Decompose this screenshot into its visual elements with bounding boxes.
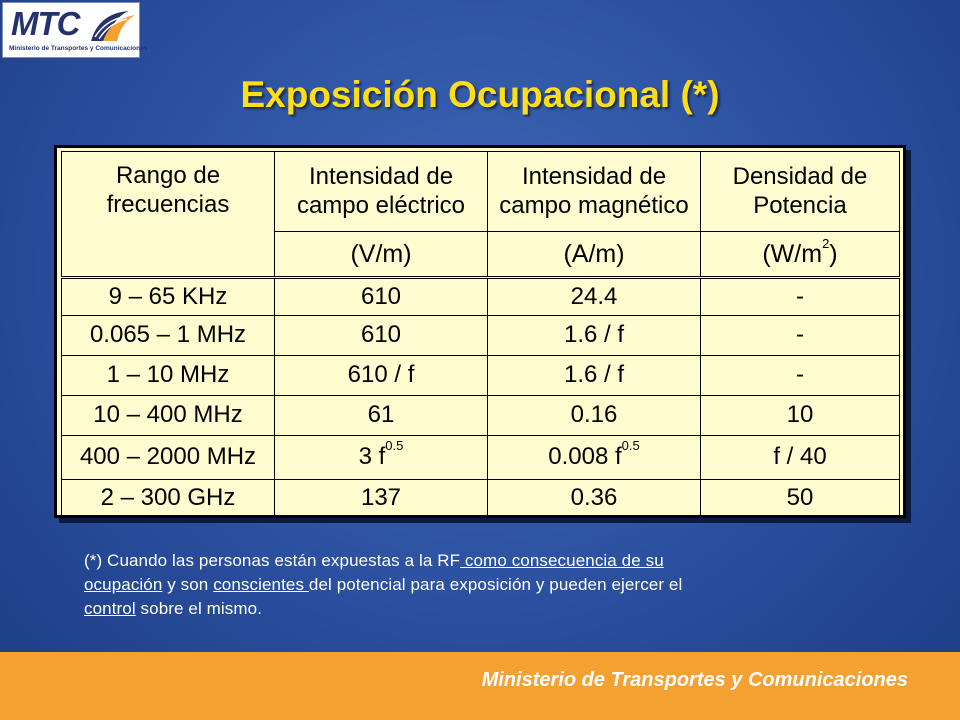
table-row: 0.065 – 1 MHz 610 1.6 / f - [61,315,900,356]
mtc-logo: MTC Ministerio de Transportes y Comunica… [2,2,148,58]
note-text-1: (*) Cuando las personas están expuestas … [84,551,461,570]
units-row: (V/m) (A/m) (W/m2) [62,231,900,278]
header-electric-line2: campo eléctrico [296,191,466,219]
header-magnetic-line2: campo magnético [499,191,689,219]
page-title: Exposición Ocupacional (*) [240,74,720,115]
note-underline-2: ocupación [84,575,163,594]
unit-electric: (V/m) [274,231,488,278]
cell-electric-base: 3 f [358,443,386,471]
cell-range: 400 – 2000 MHz [61,435,275,480]
table-row: 1 – 10 MHz 610 / f 1.6 / f - [61,355,900,396]
table-row: 2 – 300 GHz 137 0.36 50 [61,479,900,518]
cell-electric: 610 [274,315,488,356]
header-electric-line1: Intensidad de [308,162,454,190]
cell-density: 10 [700,395,900,436]
note-underline-4: control [84,599,136,618]
header-frequency-line1: Rango de [115,162,221,189]
cell-magnetic: 0.16 [487,395,701,436]
cell-electric: 3 f0.5 [274,435,488,480]
cell-range: 10 – 400 MHz [61,395,275,436]
logo-text: MTC [11,5,80,42]
exposure-table-frame: Rango de frecuencias Intensidad de campo… [54,145,906,518]
cell-magnetic: 1.6 / f [487,355,701,396]
note-text-2: y son [162,575,214,594]
note-text-4: sobre el mismo. [135,599,263,618]
header-density-line1: Densidad de [732,162,868,190]
cell-range: 2 – 300 GHz [61,479,275,518]
header-electric-field: Intensidad de campo eléctrico [274,151,488,232]
cell-range: 0.065 – 1 MHz [61,315,275,356]
footnote: (*) Cuando las personas están expuestas … [84,549,934,621]
footer-text: Ministerio de Transportes y Comunicacion… [481,669,908,691]
cell-range: 1 – 10 MHz [61,355,275,396]
note-underline-3: conscientes [213,575,309,594]
cell-density: - [700,315,900,356]
cell-magnetic: 1.6 / f [487,315,701,356]
cell-density: - [700,355,900,396]
unit-density-exp: 2 [822,236,830,251]
logo-subtitle: Ministerio de Transportes y Comunicacion… [9,45,148,52]
header-frequency-range: Rango de frecuencias [61,151,275,278]
cell-range: 9 – 65 KHz [61,276,275,316]
cell-electric-exp: 0.5 [385,438,404,454]
cell-density: f / 40 [700,435,900,480]
header-density-line2: Potencia [753,191,847,219]
cell-magnetic-exp: 0.5 [621,438,640,454]
cell-magnetic: 0.36 [487,479,701,518]
cell-magnetic: 24.4 [487,276,701,316]
unit-density-close: ) [829,240,838,268]
table-row: 9 – 65 KHz 610 24.4 - [61,276,900,316]
note-underline-1: como consecuencia de su [460,551,664,570]
unit-magnetic: (A/m) [487,231,701,278]
cell-density: - [700,276,900,316]
cell-density: 50 [700,479,900,518]
header-magnetic-line1: Intensidad de [521,162,667,190]
footer-bar: Ministerio de Transportes y Comunicacion… [0,652,960,720]
header-frequency-line2: frecuencias [106,190,230,218]
cell-electric: 61 [274,395,488,436]
note-text-3: del potencial para exposición y pueden e… [308,575,683,594]
header-magnetic-field: Intensidad de campo magnético [487,151,701,232]
cell-magnetic-base: 0.008 f [548,443,622,471]
unit-density: (W/m2) [700,231,900,278]
exposure-table: Rango de frecuencias Intensidad de campo… [61,151,900,518]
unit-density-base: (W/m [762,240,823,268]
cell-magnetic: 0.008 f0.5 [487,435,701,480]
cell-electric: 610 [274,276,488,316]
header-row: Rango de frecuencias Intensidad de campo… [61,151,900,278]
table-row: 10 – 400 MHz 61 0.16 10 [61,395,900,436]
header-power-density: Densidad de Potencia [700,151,900,232]
table-row: 400 – 2000 MHz 3 f0.5 0.008 f0.5 f / 40 [61,435,900,480]
cell-electric: 610 / f [274,355,488,396]
cell-electric: 137 [274,479,488,518]
logo-swoosh-icon [91,11,135,41]
